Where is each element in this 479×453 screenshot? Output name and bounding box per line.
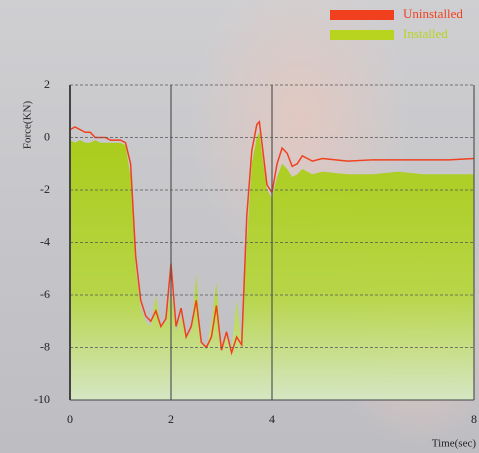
y-tick-label: 2 (44, 77, 50, 91)
y-tick-label: -6 (40, 287, 50, 301)
x-tick-label: 4 (269, 412, 275, 426)
legend-swatch (330, 10, 394, 20)
y-tick-label: 0 (44, 129, 50, 143)
y-tick-label: -8 (40, 339, 50, 353)
x-tick-label: 8 (471, 412, 477, 426)
screen: Force(KN) Time(sec) -10 -8 -6 -4 -2 0 2 0 2 4 8 Uni… (0, 0, 479, 453)
legend-label: Uninstalled (403, 6, 463, 21)
x-tick-label: 0 (67, 412, 73, 426)
y-tick-label: -2 (40, 182, 50, 196)
x-tick-label: 2 (168, 412, 174, 426)
legend-label: Installed (403, 26, 448, 41)
y-tick-label: -10 (34, 392, 50, 406)
legend-swatch (330, 30, 394, 40)
x-axis-label: Time(sec) (432, 438, 477, 450)
y-tick-label: -4 (40, 234, 50, 248)
chart: Force(KN) Time(sec) -10 -8 -6 -4 -2 0 2 0 2 4 8 Uni… (0, 0, 479, 453)
y-axis-label: Force(KN) (22, 101, 34, 150)
